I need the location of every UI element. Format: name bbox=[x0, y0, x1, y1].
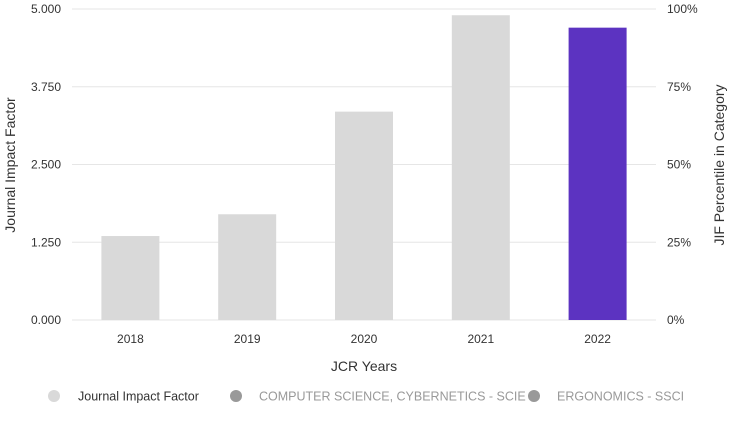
axis-layer: Journal Impact Factor JIF Percentile in … bbox=[2, 2, 727, 374]
legend-marker-icon bbox=[528, 390, 540, 402]
legend-label: Journal Impact Factor bbox=[78, 390, 199, 404]
legend: Journal Impact Factor COMPUTER SCIENCE, C… bbox=[48, 390, 684, 404]
y-tick-label: 3.750 bbox=[31, 80, 61, 94]
y-tick-label: 0.000 bbox=[31, 313, 61, 327]
legend-item[interactable]: COMPUTER SCIENCE, CYBERNETICS - SCIE bbox=[230, 390, 526, 404]
legend-item[interactable]: Journal Impact Factor bbox=[48, 390, 199, 404]
y-right-tick-label: 50% bbox=[667, 158, 691, 172]
legend-label: ERGONOMICS - SSCI bbox=[557, 390, 684, 404]
bar-layer bbox=[101, 15, 627, 320]
y-right-tick-label: 25% bbox=[667, 235, 691, 249]
y-axis-right-title: JIF Percentile in Category bbox=[711, 84, 727, 245]
x-tick-label: 2022 bbox=[584, 332, 611, 346]
x-axis-title: JCR Years bbox=[331, 358, 397, 374]
bar-2019[interactable] bbox=[218, 214, 277, 320]
x-tick-label: 2020 bbox=[351, 332, 378, 346]
bar-2022[interactable] bbox=[568, 27, 627, 320]
x-tick-label: 2021 bbox=[467, 332, 494, 346]
legend-marker-icon bbox=[48, 390, 60, 402]
y-tick-label: 2.500 bbox=[31, 158, 61, 172]
legend-marker-icon bbox=[230, 390, 242, 402]
legend-item[interactable]: ERGONOMICS - SSCI bbox=[528, 390, 684, 404]
bar-2021[interactable] bbox=[451, 15, 510, 320]
bar-2020[interactable] bbox=[335, 111, 393, 320]
legend-label: COMPUTER SCIENCE, CYBERNETICS - SCIE bbox=[259, 390, 526, 404]
y-right-tick-label: 75% bbox=[667, 80, 691, 94]
y-right-tick-label: 100% bbox=[667, 2, 698, 16]
x-tick-label: 2018 bbox=[117, 332, 144, 346]
y-axis-title: Journal Impact Factor bbox=[2, 97, 18, 233]
x-tick-label: 2019 bbox=[234, 332, 261, 346]
y-tick-label: 1.250 bbox=[31, 235, 61, 249]
y-right-tick-label: 0% bbox=[667, 313, 685, 327]
bar-2018[interactable] bbox=[101, 236, 160, 320]
y-tick-label: 5.000 bbox=[31, 2, 61, 16]
